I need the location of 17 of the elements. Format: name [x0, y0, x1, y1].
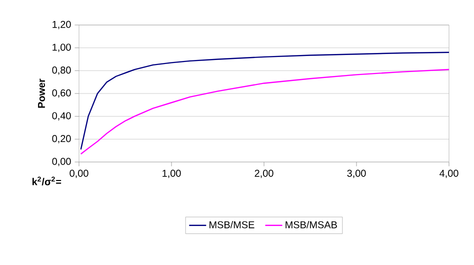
line-series [80, 68, 450, 155]
x-tick-label: 4,00 [440, 170, 458, 178]
y-tick-label: 1,00 [52, 44, 71, 52]
x-tick-label: 0,00 [70, 170, 88, 178]
x-tick-label: 1,00 [162, 170, 181, 178]
x-axis-title: k$^{2}$/σ$^{2}$= [32, 176, 62, 186]
y-tick-label: 0,20 [52, 135, 71, 144]
y-tick-label: 0,60 [52, 89, 71, 98]
y-tick-label: 0,80 [52, 66, 71, 75]
x-tick-label: 2,00 [254, 170, 274, 178]
y-tick-label: 0,40 [52, 112, 71, 120]
y-tick-label: 0,00 [52, 158, 71, 166]
y-axis-title: Power [38, 78, 45, 108]
y-tick-label: 1,20 [52, 20, 71, 30]
x-tick-label: 3,00 [347, 170, 366, 178]
legend-label: MSB/MSAB [286, 220, 337, 228]
legend-label: MSB/MSE [210, 220, 254, 228]
